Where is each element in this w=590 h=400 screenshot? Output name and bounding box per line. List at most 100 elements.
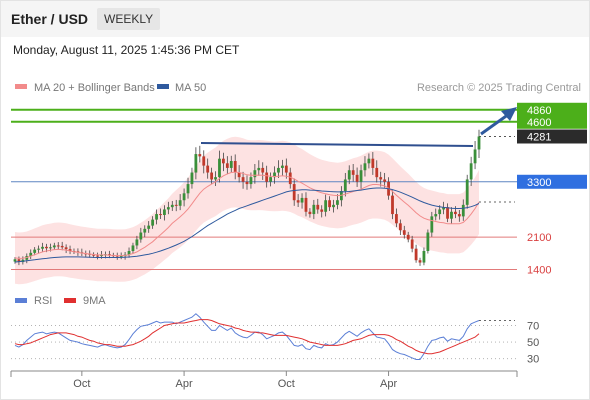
candle-body bbox=[49, 247, 52, 248]
rsi-line bbox=[15, 314, 479, 360]
candle-body bbox=[33, 250, 36, 253]
candle-body bbox=[151, 220, 154, 226]
candle-body bbox=[234, 161, 237, 173]
candle-body bbox=[230, 161, 233, 168]
candle-body bbox=[250, 177, 253, 184]
candle-body bbox=[466, 179, 469, 204]
candle-body bbox=[450, 212, 453, 219]
candle-body bbox=[320, 209, 323, 211]
candle-body bbox=[419, 260, 422, 262]
bollinger-band-fill bbox=[15, 137, 479, 285]
candle-body bbox=[253, 170, 256, 177]
candle-body bbox=[163, 209, 166, 215]
candle-body bbox=[367, 159, 370, 164]
candle-body bbox=[155, 214, 158, 220]
candle-body bbox=[242, 177, 245, 182]
candle-body bbox=[360, 170, 363, 182]
candle-body bbox=[53, 245, 56, 247]
candle-body bbox=[324, 200, 327, 212]
candle-body bbox=[411, 239, 414, 248]
candle-body bbox=[403, 230, 406, 235]
candle-body bbox=[426, 233, 429, 251]
candle-body bbox=[206, 166, 209, 173]
candle-body bbox=[423, 251, 426, 263]
candle-body bbox=[147, 226, 150, 229]
candle-body bbox=[257, 168, 260, 170]
candle-body bbox=[399, 223, 402, 230]
candle-body bbox=[175, 205, 178, 206]
candle-body bbox=[261, 168, 264, 173]
candle-body bbox=[222, 159, 225, 164]
legend-swatch-rsi bbox=[15, 298, 27, 303]
candle-body bbox=[210, 173, 213, 180]
candle-body bbox=[395, 214, 398, 223]
candle-body bbox=[379, 177, 382, 179]
candle-body bbox=[446, 207, 449, 219]
candle-body bbox=[41, 247, 44, 249]
legend-label-ma50: MA 50 bbox=[175, 82, 206, 94]
candle-body bbox=[57, 245, 60, 246]
candle-body bbox=[96, 256, 99, 257]
candle-body bbox=[415, 249, 418, 261]
rsi-tick-label: 30 bbox=[527, 354, 539, 366]
candle-body bbox=[246, 182, 249, 184]
candle-body bbox=[191, 173, 194, 185]
level-label-4281: 4281 bbox=[527, 131, 551, 143]
candle-body bbox=[143, 229, 146, 233]
candle-body bbox=[214, 177, 217, 179]
candle-body bbox=[434, 214, 437, 216]
candle-body bbox=[218, 159, 221, 177]
rsi-panel: 70 50 30 bbox=[11, 314, 539, 366]
candle-body bbox=[352, 170, 355, 175]
candle-body bbox=[356, 175, 359, 182]
x-axis: Oct Apr Oct Apr bbox=[11, 371, 517, 390]
candle-body bbox=[391, 196, 394, 214]
candle-body bbox=[478, 136, 481, 149]
candle-body bbox=[135, 239, 138, 245]
source-credit: Research © 2025 Trading Central bbox=[417, 82, 581, 94]
candle-body bbox=[194, 154, 197, 172]
rsi-ma-line bbox=[15, 320, 479, 354]
candle-body bbox=[344, 179, 347, 191]
candle-body bbox=[364, 163, 367, 170]
rsi-tick-label: 70 bbox=[527, 320, 539, 332]
candle-body bbox=[430, 216, 433, 232]
candle-body bbox=[375, 168, 378, 177]
candle-body bbox=[187, 184, 190, 193]
candle-body bbox=[407, 235, 410, 240]
level-label-3300: 3300 bbox=[527, 177, 551, 189]
candle-body bbox=[474, 149, 477, 163]
candle-body bbox=[159, 214, 162, 215]
candle-body bbox=[454, 212, 457, 214]
legend-label-rsi: RSI bbox=[34, 295, 52, 307]
legend: MA 20 + Bollinger Bands MA 50 Research ©… bbox=[15, 82, 581, 94]
bollinger-bands bbox=[15, 137, 479, 285]
candle-body bbox=[37, 249, 40, 250]
candle-body bbox=[132, 245, 135, 251]
candle-body bbox=[332, 205, 335, 207]
candle-body bbox=[14, 259, 17, 261]
candle-body bbox=[65, 247, 68, 249]
rsi-legend: RSI 9MA bbox=[15, 295, 106, 307]
candle-body bbox=[198, 154, 201, 156]
candle-body bbox=[470, 163, 473, 179]
legend-swatch-ma20 bbox=[15, 84, 27, 89]
candle-body bbox=[438, 209, 441, 214]
candle-body bbox=[285, 166, 288, 173]
candle-body bbox=[312, 205, 315, 214]
candle-body bbox=[316, 205, 319, 210]
x-tick-label: Oct bbox=[73, 378, 90, 390]
candle-body bbox=[179, 200, 182, 206]
candle-body bbox=[301, 198, 304, 203]
candle-body bbox=[139, 233, 142, 240]
candle-body bbox=[269, 177, 272, 182]
candle-body bbox=[226, 163, 229, 168]
x-tick-label: Apr bbox=[176, 378, 193, 390]
candle-body bbox=[289, 173, 292, 185]
candle-body bbox=[265, 173, 268, 182]
candle-body bbox=[167, 207, 170, 209]
level-label-1400: 1400 bbox=[527, 264, 551, 276]
candle-body bbox=[45, 247, 48, 248]
